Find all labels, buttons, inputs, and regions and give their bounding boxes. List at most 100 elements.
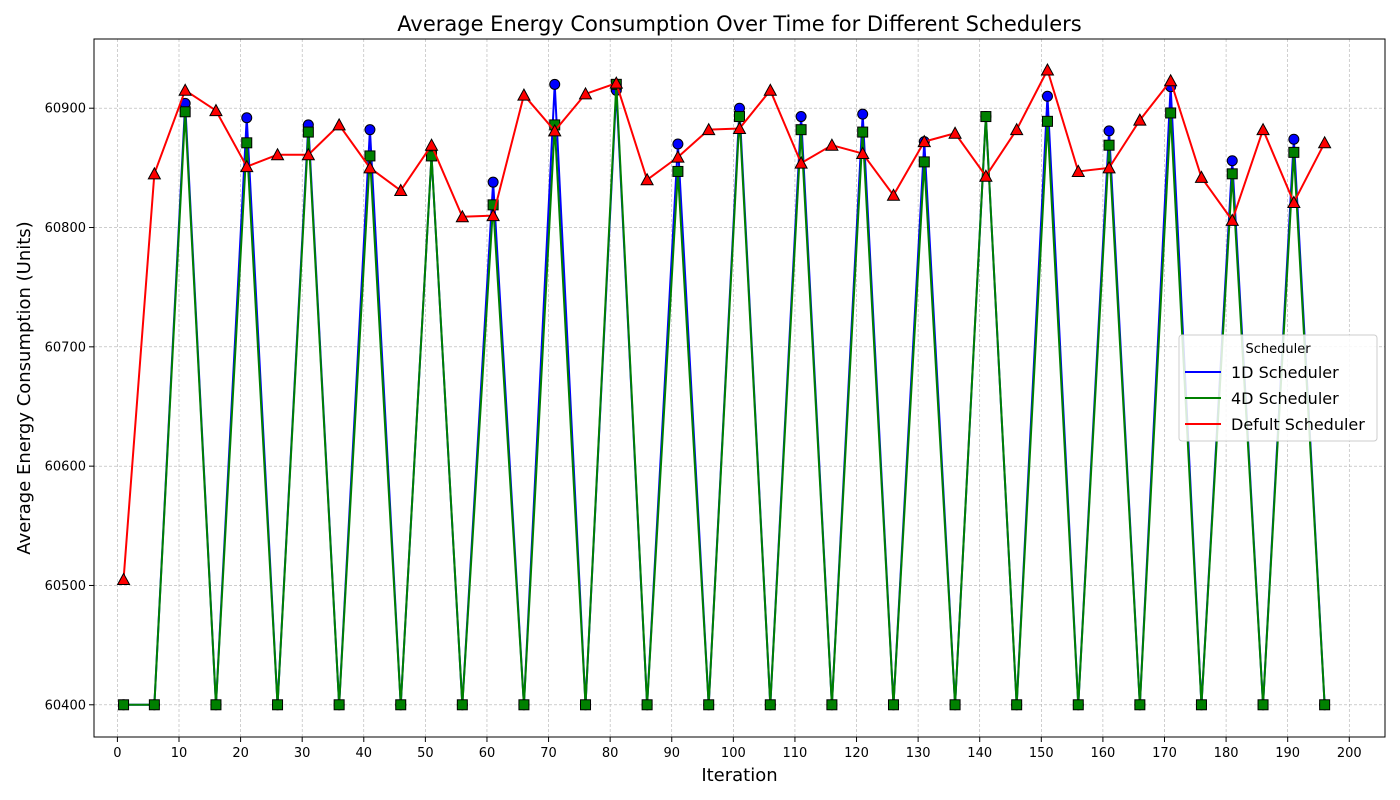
x-tick-label: 40	[356, 746, 373, 761]
data-point	[580, 699, 592, 711]
data-point	[455, 209, 470, 223]
data-point	[424, 138, 439, 151]
x-tick-label: 30	[294, 746, 311, 761]
data-point	[855, 146, 870, 160]
legend-label: Defult Scheduler	[1231, 415, 1365, 434]
legend-item: Defult Scheduler	[1185, 415, 1365, 434]
data-point	[764, 699, 776, 711]
data-point	[456, 699, 468, 711]
x-tick-label: 130	[906, 746, 931, 761]
data-point	[578, 86, 593, 100]
data-point	[640, 172, 654, 186]
data-point	[857, 126, 869, 138]
legend-item: 4D Scheduler	[1185, 389, 1339, 408]
y-tick-label: 60600	[45, 460, 86, 475]
data-point	[672, 165, 684, 177]
x-tick-label: 170	[1152, 746, 1177, 761]
data-point	[1041, 90, 1053, 102]
data-point	[980, 111, 992, 123]
data-point	[301, 147, 316, 161]
x-tick-label: 0	[113, 746, 121, 761]
data-point	[1103, 139, 1115, 151]
data-point	[857, 108, 869, 120]
data-point	[949, 699, 961, 711]
x-tick-label: 60	[479, 746, 496, 761]
data-point	[948, 126, 962, 139]
data-point	[1041, 115, 1053, 127]
data-point	[918, 156, 930, 168]
data-point	[1165, 107, 1177, 119]
data-point	[1288, 133, 1300, 145]
data-point	[332, 117, 346, 131]
data-point	[1226, 168, 1238, 180]
data-point	[1286, 195, 1301, 208]
data-point	[1072, 699, 1084, 711]
data-point	[732, 121, 747, 134]
data-point	[641, 699, 653, 711]
data-point	[395, 699, 407, 711]
data-point	[364, 150, 376, 162]
data-point	[148, 699, 160, 711]
legend: Scheduler 1D Scheduler 4D Scheduler Defult…	[1178, 334, 1378, 442]
data-point	[703, 699, 715, 711]
data-point	[734, 111, 745, 123]
data-point	[825, 138, 839, 151]
data-point	[1009, 122, 1024, 136]
data-point	[302, 126, 314, 138]
x-axis-label: Iteration	[701, 765, 777, 786]
x-tick-label: 190	[1275, 746, 1300, 761]
x-tick-label: 180	[1214, 746, 1239, 761]
data-point	[270, 147, 285, 161]
x-tick-label: 150	[1029, 746, 1054, 761]
data-point	[917, 134, 932, 148]
data-point	[1071, 164, 1086, 177]
data-point	[178, 83, 193, 96]
data-point	[794, 156, 808, 169]
data-point	[209, 103, 223, 117]
data-point	[487, 176, 499, 188]
data-point	[1134, 699, 1146, 711]
data-point	[393, 183, 408, 197]
x-tick-label: 10	[171, 746, 188, 761]
data-point	[363, 160, 377, 174]
data-point	[1011, 699, 1023, 711]
legend-title: Scheduler	[1245, 342, 1311, 357]
data-point	[1317, 135, 1332, 149]
data-point	[241, 112, 253, 124]
x-tick-label: 100	[721, 746, 746, 761]
x-tick-label: 110	[783, 746, 808, 761]
data-point	[1040, 62, 1055, 76]
x-tick-label: 80	[602, 746, 619, 761]
data-point	[763, 83, 778, 96]
axis-ticks: 0 10 20 30 40 50 60 70 80 90 100 110 120 130 140 150 160…	[45, 102, 1362, 761]
data-point	[241, 137, 253, 149]
data-point	[486, 208, 500, 222]
y-tick-label: 60800	[45, 221, 86, 236]
data-point	[333, 699, 345, 711]
x-tick-label: 140	[967, 746, 992, 761]
data-point	[1102, 160, 1116, 174]
data-point	[364, 124, 376, 136]
series-line	[122, 69, 1326, 580]
plot-frame	[93, 38, 1386, 738]
y-tick-label: 60700	[45, 340, 86, 355]
legend-box	[1178, 334, 1378, 442]
data-point	[609, 76, 624, 89]
data-point	[887, 699, 899, 711]
legend-label: 4D Scheduler	[1231, 389, 1339, 408]
data-point	[1288, 146, 1300, 158]
y-tick-label: 60900	[45, 102, 86, 117]
legend-label: 1D Scheduler	[1231, 363, 1339, 382]
legend-item: 1D Scheduler	[1185, 363, 1339, 382]
data-point	[795, 111, 807, 123]
data-point	[1103, 125, 1115, 137]
data-point	[1163, 73, 1178, 87]
x-tick-label: 120	[844, 746, 869, 761]
data-point	[886, 188, 901, 201]
x-tick-label: 20	[232, 746, 249, 761]
y-tick-label: 60400	[45, 698, 86, 713]
x-tick-label: 200	[1337, 746, 1362, 761]
data-point	[826, 699, 838, 711]
data-point	[1319, 699, 1331, 711]
x-tick-label: 90	[663, 746, 680, 761]
